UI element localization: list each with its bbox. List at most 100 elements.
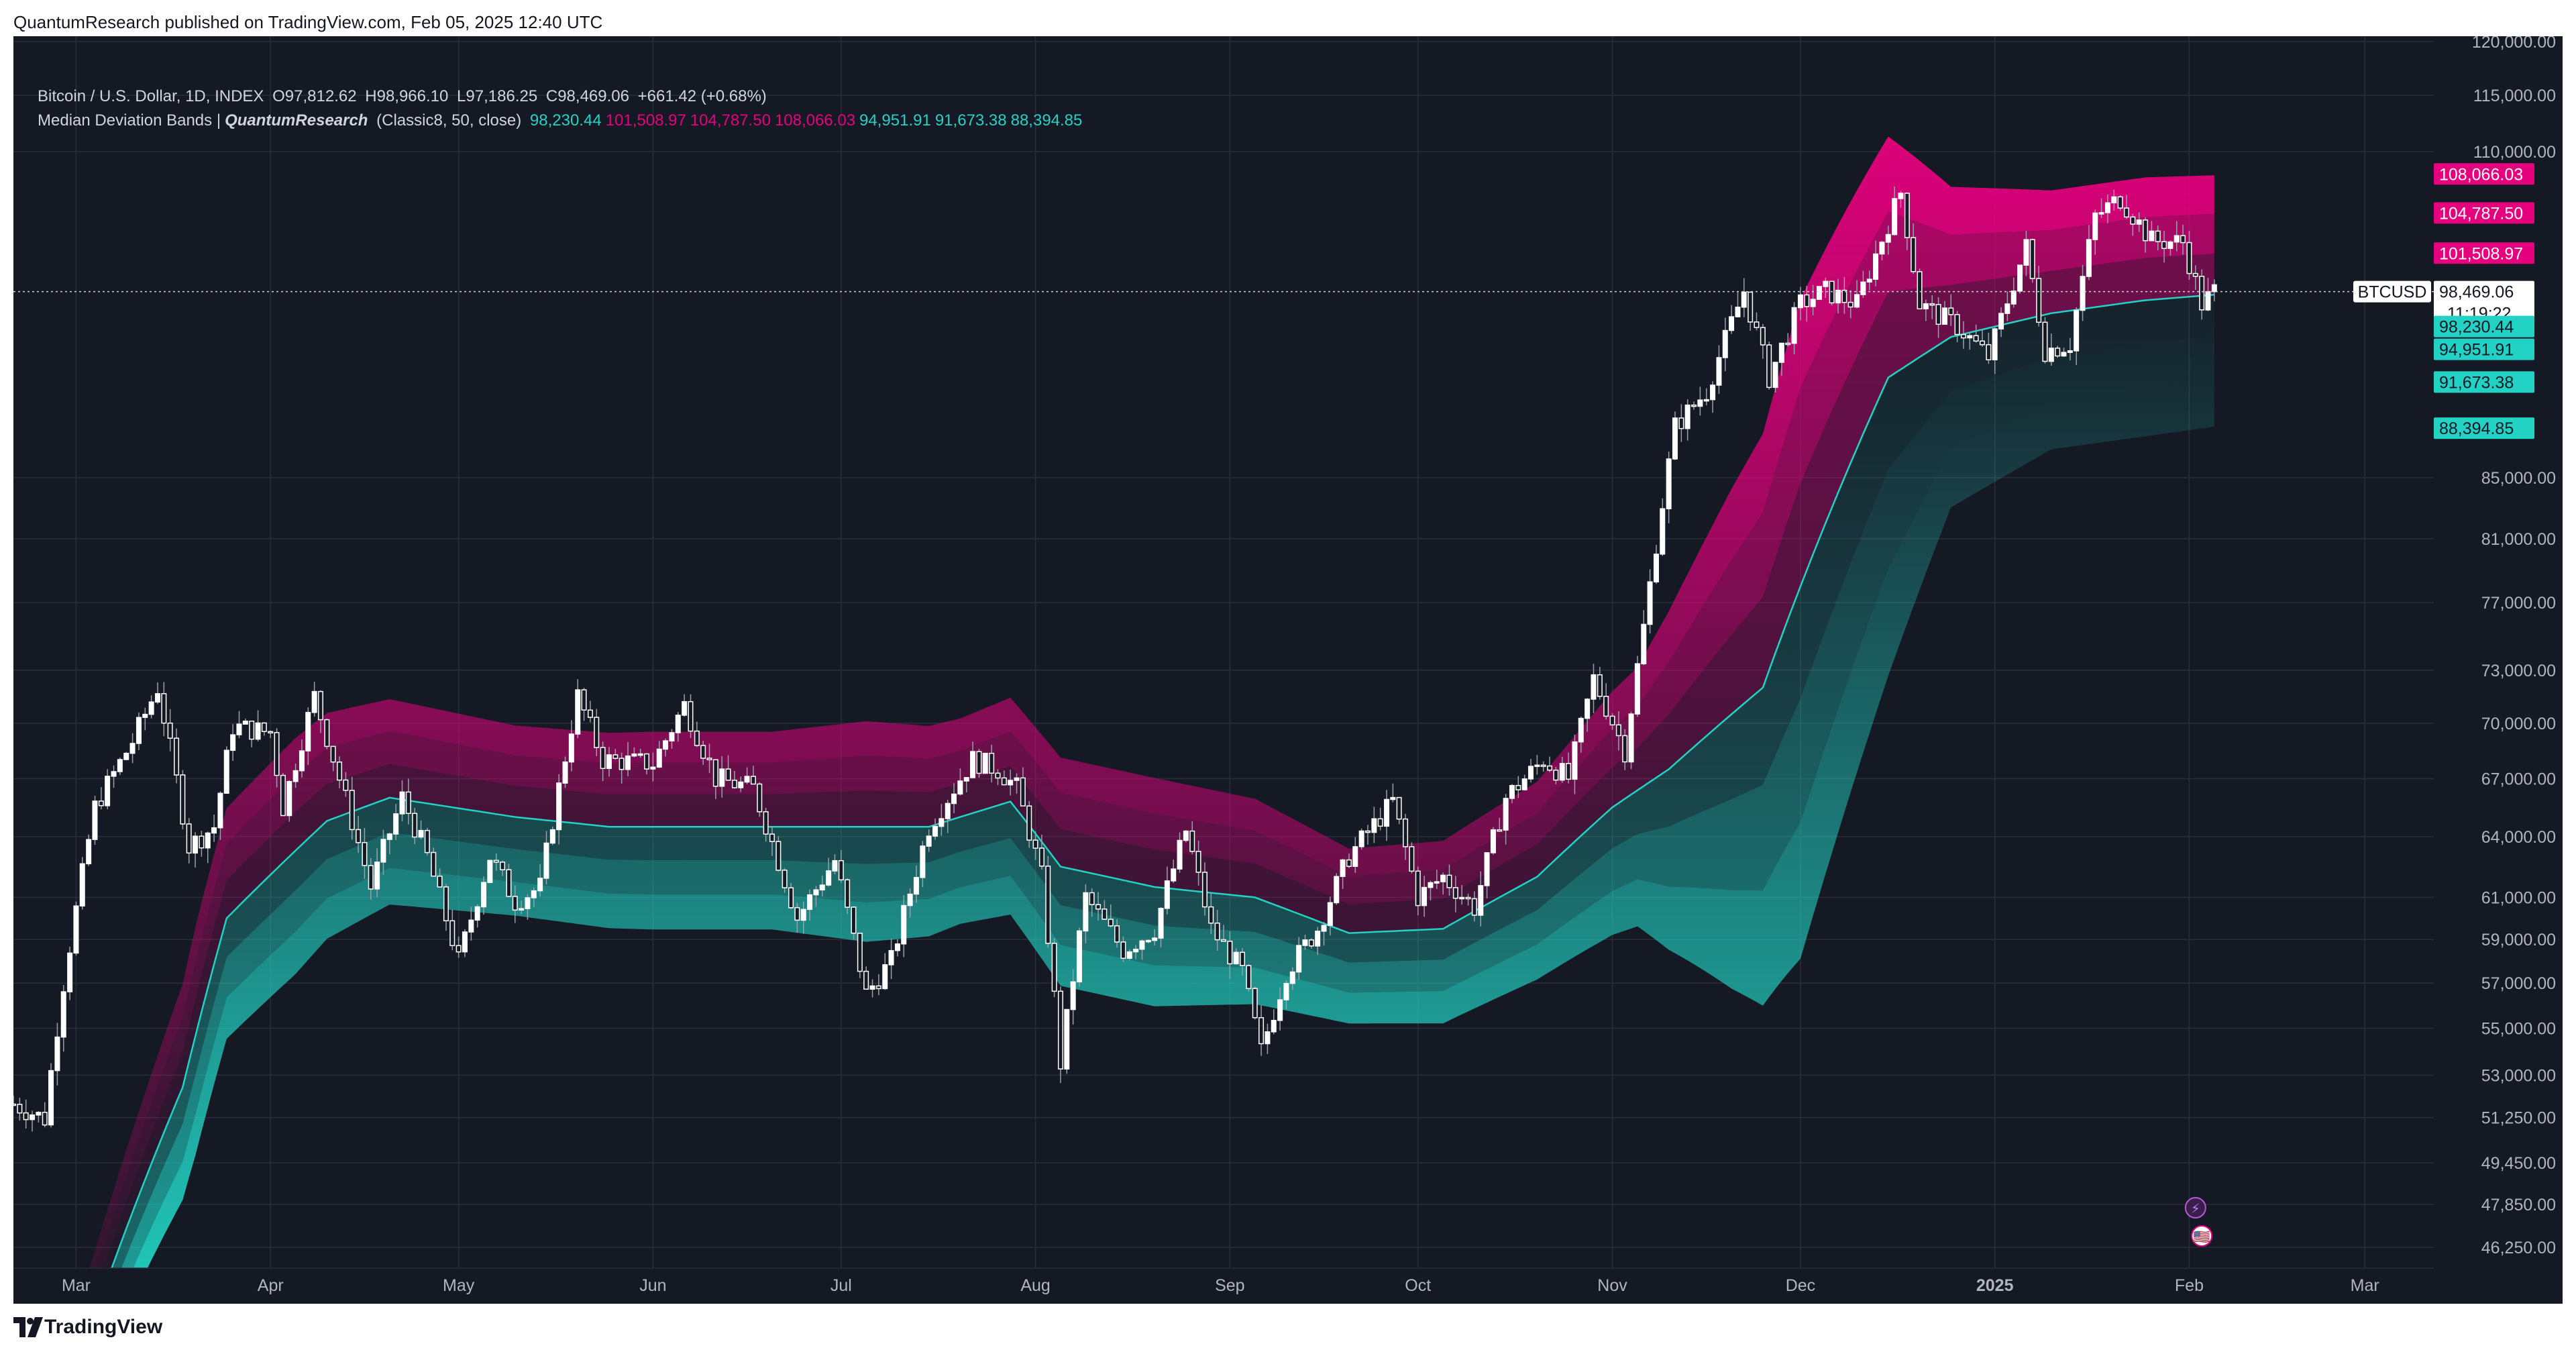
candle <box>1892 198 1898 236</box>
candle <box>148 701 154 715</box>
last-price-label: 98,469.06 <box>2439 283 2514 302</box>
candle <box>2155 230 2161 242</box>
candle <box>1114 925 1120 943</box>
band-price-tag-box <box>2434 242 2534 264</box>
candle <box>1911 237 1917 272</box>
candle <box>211 827 217 834</box>
candle <box>957 780 963 795</box>
indicator-author: QuantumResearch <box>225 111 368 129</box>
candle <box>1364 830 1371 833</box>
candle <box>1478 885 1484 916</box>
lower-band-3 <box>13 380 2214 1302</box>
candle <box>1591 674 1597 700</box>
candle <box>750 776 756 785</box>
candle <box>105 776 111 807</box>
candle <box>882 964 888 990</box>
price-tags: BTCUSD 98,469.0611:19:22108,066.03104,787… <box>2353 163 2534 439</box>
candle <box>92 800 98 840</box>
candle <box>757 783 763 813</box>
candle <box>1497 829 1503 832</box>
candle <box>656 748 662 768</box>
chart-area[interactable]: 120,000.00 115,000.00 110,000.00 85,000.00 8… <box>13 36 2563 1304</box>
candle <box>1396 796 1402 820</box>
candle <box>1164 880 1170 909</box>
candle <box>575 689 581 735</box>
candle <box>1804 294 1810 307</box>
time-tick-label: Mar <box>2351 1276 2379 1295</box>
candle <box>1032 839 1038 849</box>
candle <box>317 690 323 721</box>
event-icon-circle <box>2191 1225 2213 1247</box>
candle <box>1283 982 1289 1000</box>
candle <box>1647 581 1653 625</box>
candle <box>449 920 455 947</box>
candle <box>1697 399 1703 407</box>
candle <box>568 733 574 763</box>
candle <box>1390 796 1396 800</box>
candle <box>1120 941 1126 959</box>
candle <box>1296 945 1302 973</box>
price-tick-label: 46,250.00 <box>2481 1239 2556 1257</box>
candle <box>362 841 368 866</box>
candle <box>242 721 248 725</box>
candle <box>174 737 180 776</box>
candle <box>1609 715 1615 726</box>
candle <box>1434 881 1440 884</box>
chart-canvas[interactable]: 120,000.00 115,000.00 110,000.00 85,000.00 8… <box>13 36 2563 1304</box>
symbol-description: Bitcoin / U.S. Dollar, 1D, INDEX <box>38 87 264 105</box>
candle <box>731 780 737 788</box>
candle <box>606 754 612 770</box>
candle <box>1791 307 1797 344</box>
candle <box>1246 965 1252 990</box>
candle <box>1227 941 1233 965</box>
candle <box>1967 335 1973 339</box>
candle <box>1089 892 1095 905</box>
candle <box>274 732 280 776</box>
candle <box>663 740 669 750</box>
candle <box>1038 847 1044 867</box>
candle <box>98 800 104 807</box>
candle <box>2042 321 2048 362</box>
candle <box>763 811 769 835</box>
candle <box>1521 778 1527 790</box>
candle <box>1954 314 1960 335</box>
indicator-values: 98,230.44 101,508.97 104,787.50 108,066.03 9… <box>530 111 1087 129</box>
candle <box>913 877 919 895</box>
candle <box>180 774 186 825</box>
candle <box>1935 304 1941 325</box>
indicator-legend-row[interactable]: Median Deviation Bands | QuantumResearch … <box>38 109 1090 133</box>
change-value: +661.42 (+0.68%) <box>637 87 767 105</box>
candle <box>2167 241 2174 249</box>
candle <box>230 734 236 751</box>
candle <box>631 753 637 757</box>
upper-band-3 <box>13 136 2214 1302</box>
candle <box>1879 242 1885 255</box>
candle <box>819 884 825 891</box>
candle <box>1377 818 1383 827</box>
candle <box>612 754 619 759</box>
candle <box>1722 329 1728 358</box>
tradingview-brand[interactable]: TradingView <box>44 1316 163 1338</box>
candle <box>193 835 199 854</box>
time-tick-label: Jun <box>639 1276 666 1295</box>
candle <box>719 768 725 787</box>
price-tick-label: 51,250.00 <box>2481 1109 2556 1128</box>
candle <box>1070 981 1076 1010</box>
candle <box>594 717 600 748</box>
candle <box>1384 798 1390 827</box>
publish-header: QuantumResearch published on TradingView… <box>0 0 2576 36</box>
candle <box>2117 196 2123 209</box>
band-price-tag-label: 91,673.38 <box>2439 373 2514 392</box>
last-price-box <box>2434 280 2534 324</box>
candle <box>1139 940 1145 950</box>
candle <box>1001 777 1007 786</box>
tradingview-logo-icon[interactable] <box>13 1317 43 1337</box>
candle <box>1471 898 1477 916</box>
candle <box>418 829 424 838</box>
candle <box>1778 342 1784 363</box>
candle <box>311 690 317 713</box>
candle <box>86 839 92 865</box>
candle <box>481 882 487 908</box>
candle <box>845 879 851 908</box>
band-price-tag: 98,230.44 <box>2434 315 2534 338</box>
